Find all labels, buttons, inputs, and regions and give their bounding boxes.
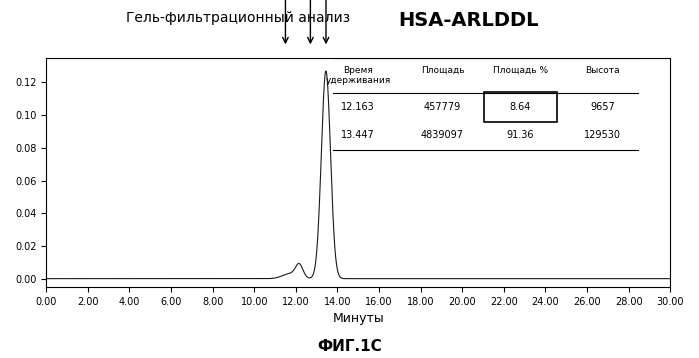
Text: Высота: Высота (586, 66, 620, 75)
Text: Гель-фильтрационный анализ: Гель-фильтрационный анализ (126, 11, 350, 25)
Text: HSA-ARLDDL: HSA-ARLDDL (398, 11, 539, 30)
X-axis label: Минуты: Минуты (332, 312, 384, 325)
Text: 13.447: 13.447 (341, 130, 375, 140)
Text: ФИГ.1С: ФИГ.1С (317, 339, 382, 354)
Text: 12.163: 12.163 (341, 102, 375, 112)
Bar (484, 92, 556, 122)
Text: 91.36: 91.36 (507, 130, 534, 140)
Text: Площадь %: Площадь % (493, 66, 548, 75)
Text: 8.64: 8.64 (510, 102, 531, 112)
Text: Время
удерживания: Время удерживания (326, 66, 391, 85)
Text: 4839097: 4839097 (421, 130, 464, 140)
Text: 9657: 9657 (591, 102, 615, 112)
Text: 457779: 457779 (424, 102, 461, 112)
Text: Площадь: Площадь (421, 66, 464, 75)
Text: 129530: 129530 (584, 130, 621, 140)
